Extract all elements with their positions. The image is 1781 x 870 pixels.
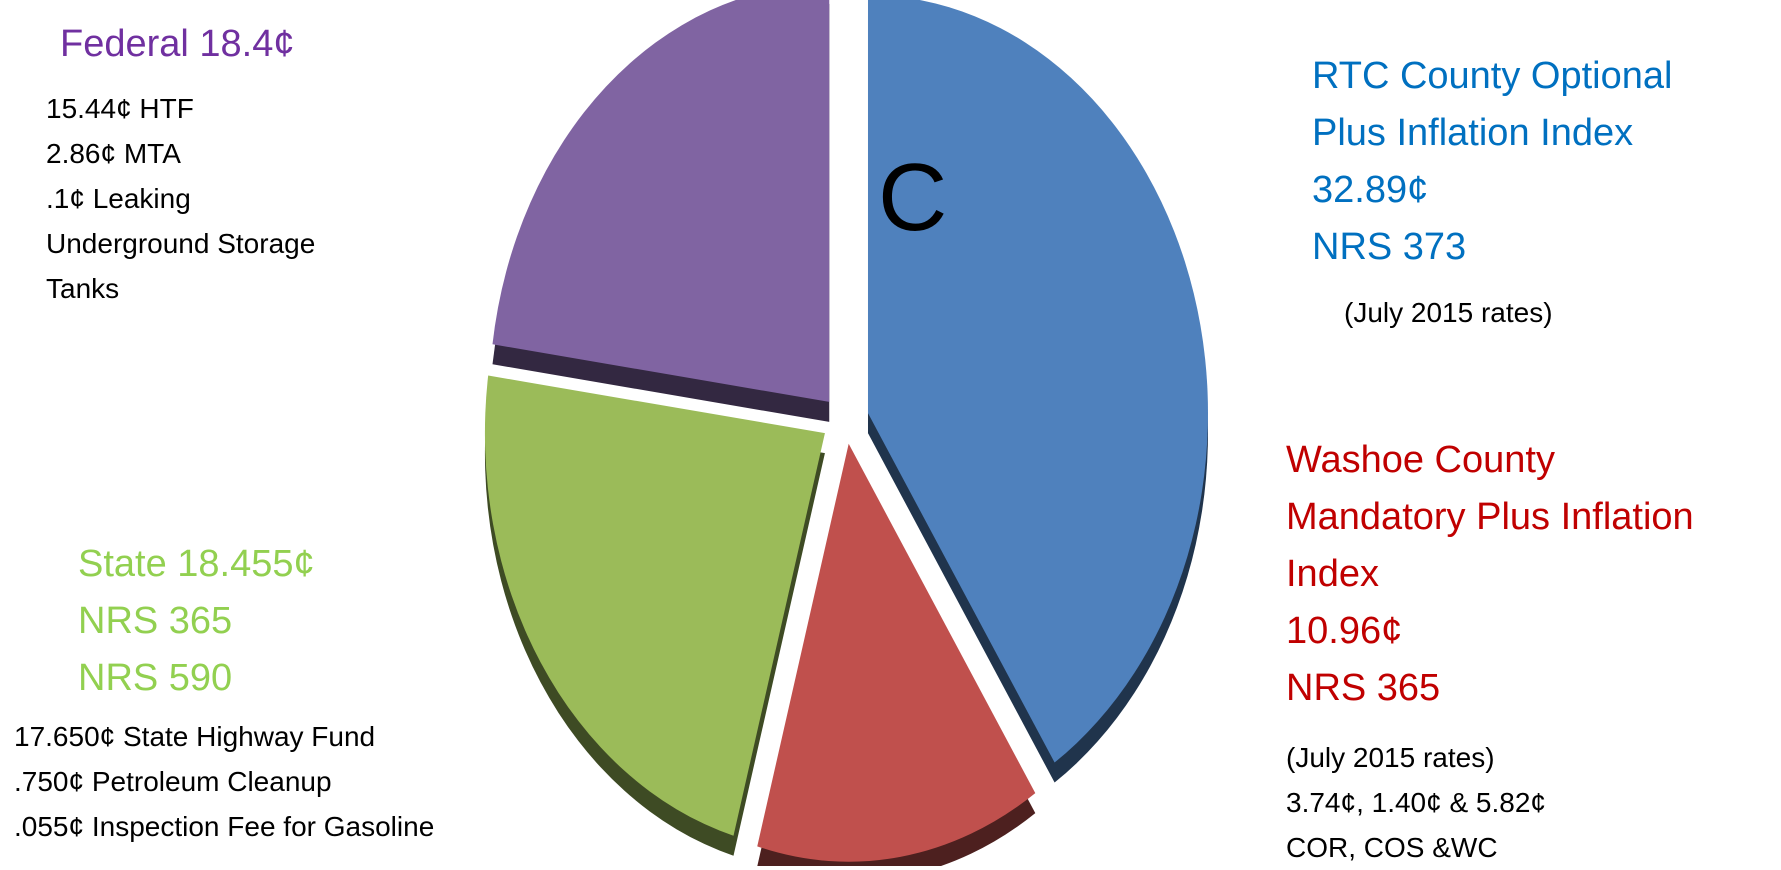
- state-detail-line: .055¢ Inspection Fee for Gasoline: [14, 811, 435, 842]
- rtc-note: (July 2015 rates): [1344, 297, 1553, 328]
- washoe-label-line: Washoe County: [1286, 439, 1555, 481]
- rtc-label-line: RTC County Optional: [1312, 55, 1673, 97]
- rtc-statute: NRS 373: [1312, 226, 1467, 268]
- rtc-label-line: Plus Inflation Index: [1312, 112, 1634, 154]
- state-details: 17.650¢ State Highway Fund .750¢ Petrole…: [14, 714, 434, 849]
- pie-slice-state: [484, 375, 825, 836]
- federal-detail-line: Underground Storage: [46, 228, 316, 259]
- federal-detail-line: 2.86¢ MTA: [46, 138, 181, 169]
- federal-title: Federal 18.4¢: [60, 23, 295, 65]
- state-detail-line: .750¢ Petroleum Cleanup: [14, 766, 332, 797]
- washoe-statute: NRS 365: [1286, 667, 1441, 709]
- washoe-label-block: Washoe County Mandatory Plus Inflation I…: [1286, 432, 1694, 717]
- state-statute: NRS 365: [78, 600, 233, 642]
- state-label-block: State 18.455¢ NRS 365 NRS 590: [78, 536, 315, 707]
- pie-slice-washoe: [757, 443, 1036, 862]
- washoe-note-line: 3.74¢, 1.40¢ & 5.82¢: [1286, 787, 1546, 818]
- washoe-note-line: COR, COS &WC: [1286, 832, 1498, 863]
- federal-label-block: Federal 18.4¢: [60, 18, 295, 70]
- washoe-note-line: (July 2015 rates): [1286, 742, 1495, 773]
- state-statute: NRS 590: [78, 657, 233, 699]
- federal-detail-line: 15.44¢ HTF: [46, 93, 194, 124]
- federal-detail-line: Tanks: [46, 273, 120, 304]
- pie-slice-rtc: [867, 0, 1208, 763]
- washoe-value: 10.96¢: [1286, 610, 1403, 652]
- state-detail-line: 17.650¢ State Highway Fund: [14, 721, 376, 752]
- pie-slice-federal: [492, 0, 830, 402]
- rtc-value: 32.89¢: [1312, 169, 1429, 211]
- state-title: State 18.455¢: [78, 543, 315, 585]
- washoe-label-line: Index: [1286, 553, 1379, 595]
- federal-detail-line: .1¢ Leaking: [46, 183, 191, 214]
- center-label: C: [878, 144, 948, 251]
- washoe-label-line: Mandatory Plus Inflation: [1286, 496, 1694, 538]
- washoe-notes: (July 2015 rates) 3.74¢, 1.40¢ & 5.82¢ C…: [1286, 735, 1546, 870]
- rtc-label-block: RTC County Optional Plus Inflation Index…: [1312, 48, 1672, 276]
- federal-details: 15.44¢ HTF 2.86¢ MTA .1¢ Leaking Undergr…: [46, 86, 315, 311]
